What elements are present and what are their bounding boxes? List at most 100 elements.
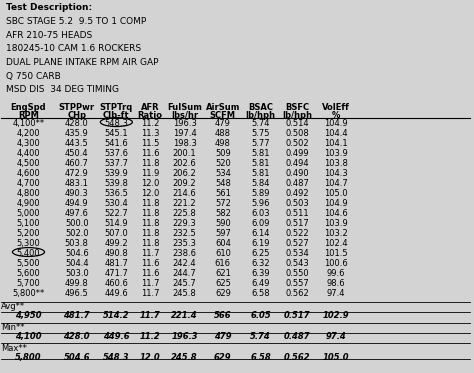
Text: 460.6: 460.6 [104, 279, 128, 288]
Text: 6.39: 6.39 [251, 269, 270, 278]
Text: 0.517: 0.517 [285, 219, 309, 228]
Text: STPPwr: STPPwr [59, 103, 95, 112]
Text: 5,500: 5,500 [17, 260, 40, 269]
Text: 0.550: 0.550 [285, 269, 309, 278]
Text: 4,100**: 4,100** [12, 119, 45, 128]
Text: 5,700: 5,700 [17, 279, 40, 288]
Text: SCFM: SCFM [210, 111, 236, 120]
Text: 503.0: 503.0 [65, 269, 89, 278]
Text: 4,700: 4,700 [17, 179, 40, 188]
Text: 11.8: 11.8 [141, 219, 159, 228]
Text: 497.6: 497.6 [65, 210, 89, 219]
Text: Max**: Max** [1, 344, 27, 353]
Text: 238.6: 238.6 [173, 250, 197, 258]
Text: 105.0: 105.0 [324, 189, 348, 198]
Text: 499.2: 499.2 [105, 239, 128, 248]
Text: 245.8: 245.8 [173, 289, 197, 298]
Text: 244.7: 244.7 [173, 269, 197, 278]
Text: 232.5: 232.5 [173, 229, 197, 238]
Text: 0.527: 0.527 [285, 239, 309, 248]
Text: MSD DIS  34 DEG TIMING: MSD DIS 34 DEG TIMING [6, 85, 119, 94]
Text: 6.32: 6.32 [251, 260, 270, 269]
Text: 509: 509 [215, 150, 231, 159]
Text: 103.9: 103.9 [324, 219, 348, 228]
Text: 520: 520 [215, 160, 231, 169]
Text: 11.2: 11.2 [141, 119, 159, 128]
Text: 4,200: 4,200 [17, 129, 40, 138]
Text: 572: 572 [215, 200, 231, 209]
Text: 196.3: 196.3 [173, 119, 197, 128]
Text: 0.562: 0.562 [284, 353, 310, 362]
Text: 490.8: 490.8 [104, 250, 128, 258]
Text: 522.7: 522.7 [104, 210, 128, 219]
Text: 104.4: 104.4 [324, 129, 348, 138]
Text: 0.517: 0.517 [284, 311, 310, 320]
Text: 202.6: 202.6 [173, 160, 197, 169]
Text: 548.3: 548.3 [103, 353, 130, 362]
Text: 4,400: 4,400 [17, 150, 40, 159]
Text: 104.1: 104.1 [324, 140, 348, 148]
Text: 11.7: 11.7 [141, 289, 159, 298]
Text: DUAL PLANE INTAKE RPM AIR GAP: DUAL PLANE INTAKE RPM AIR GAP [6, 58, 159, 67]
Text: 11.2: 11.2 [140, 332, 160, 341]
Text: BSAC: BSAC [248, 103, 273, 112]
Text: AirSum: AirSum [206, 103, 240, 112]
Text: STPTrq: STPTrq [100, 103, 133, 112]
Text: 6.58: 6.58 [250, 353, 271, 362]
Text: 539.8: 539.8 [104, 179, 128, 188]
Text: 0.487: 0.487 [285, 179, 309, 188]
Text: 498: 498 [215, 140, 231, 148]
Text: 539.9: 539.9 [104, 169, 128, 178]
Text: 11.5: 11.5 [141, 140, 159, 148]
Text: VolEff: VolEff [322, 103, 350, 112]
Text: 504.6: 504.6 [65, 250, 89, 258]
Text: 5.75: 5.75 [251, 129, 270, 138]
Text: 104.9: 104.9 [324, 119, 348, 128]
Text: AFR 210-75 HEADS: AFR 210-75 HEADS [6, 31, 92, 40]
Text: 11.6: 11.6 [141, 260, 159, 269]
Text: 502.0: 502.0 [65, 229, 89, 238]
Text: 0.494: 0.494 [285, 160, 309, 169]
Text: 235.3: 235.3 [173, 239, 197, 248]
Text: 4,600: 4,600 [17, 169, 40, 178]
Text: 472.9: 472.9 [65, 169, 89, 178]
Text: 548: 548 [215, 179, 231, 188]
Text: 11.9: 11.9 [141, 169, 159, 178]
Text: 225.8: 225.8 [173, 210, 197, 219]
Text: 499.8: 499.8 [65, 279, 89, 288]
Text: 6.25: 6.25 [251, 250, 270, 258]
Text: 597: 597 [215, 229, 231, 238]
Text: lb/hph: lb/hph [246, 111, 275, 120]
Text: 0.508: 0.508 [285, 129, 309, 138]
Text: 104.7: 104.7 [324, 179, 348, 188]
Text: 102.4: 102.4 [324, 239, 348, 248]
Text: 5.96: 5.96 [251, 200, 270, 209]
Text: 11.8: 11.8 [141, 210, 159, 219]
Text: 229.3: 229.3 [173, 219, 197, 228]
Text: 6.49: 6.49 [251, 279, 270, 288]
Text: 206.2: 206.2 [173, 169, 197, 178]
Text: 98.6: 98.6 [327, 279, 345, 288]
Text: 101.5: 101.5 [324, 250, 348, 258]
Text: 11.7: 11.7 [141, 279, 159, 288]
Text: 481.7: 481.7 [64, 311, 90, 320]
Text: 105.0: 105.0 [323, 353, 349, 362]
Text: 488: 488 [215, 129, 231, 138]
Text: 11.6: 11.6 [141, 269, 159, 278]
Text: 504.6: 504.6 [64, 353, 90, 362]
Text: 566: 566 [214, 311, 232, 320]
Text: 5,000: 5,000 [17, 210, 40, 219]
Text: 103.2: 103.2 [324, 229, 348, 238]
Text: 483.1: 483.1 [65, 179, 89, 188]
Text: 530.4: 530.4 [104, 200, 128, 209]
Text: Clb-ft: Clb-ft [103, 111, 130, 120]
Text: 629: 629 [215, 289, 231, 298]
Text: Avg**: Avg** [1, 303, 26, 311]
Text: 537.7: 537.7 [104, 160, 128, 169]
Text: 5,400: 5,400 [17, 250, 40, 258]
Text: 5,800**: 5,800** [12, 289, 45, 298]
Text: 0.562: 0.562 [285, 289, 309, 298]
Text: 196.3: 196.3 [172, 332, 198, 341]
Text: SBC STAGE 5.2  9.5 TO 1 COMP: SBC STAGE 5.2 9.5 TO 1 COMP [6, 17, 146, 26]
Text: 534: 534 [215, 169, 231, 178]
